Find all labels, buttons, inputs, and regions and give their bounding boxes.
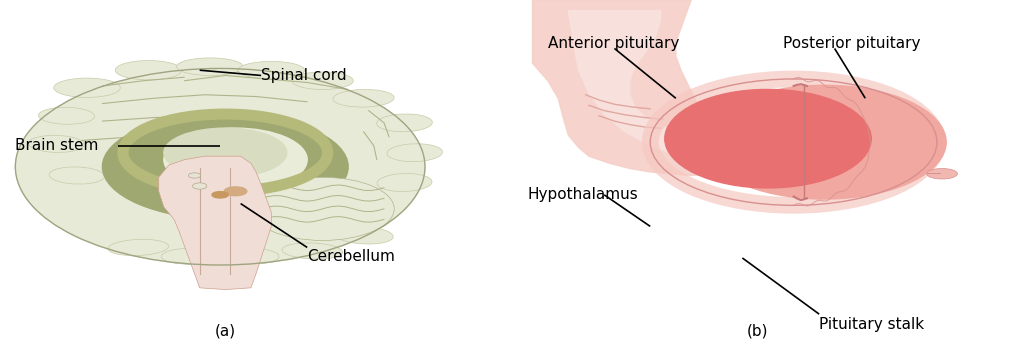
Text: Pituitary stalk: Pituitary stalk	[819, 317, 925, 332]
Polygon shape	[698, 114, 780, 141]
Polygon shape	[568, 11, 735, 156]
Ellipse shape	[108, 239, 169, 256]
Ellipse shape	[238, 61, 305, 79]
Ellipse shape	[39, 107, 94, 124]
Text: Anterior pituitary: Anterior pituitary	[548, 37, 679, 51]
Text: Cerebellum: Cerebellum	[307, 249, 395, 264]
Ellipse shape	[292, 72, 353, 90]
Text: (b): (b)	[748, 324, 768, 339]
Ellipse shape	[334, 226, 393, 244]
Ellipse shape	[188, 173, 201, 178]
Ellipse shape	[193, 183, 207, 189]
Ellipse shape	[29, 135, 84, 152]
Ellipse shape	[224, 187, 247, 196]
Polygon shape	[159, 156, 271, 290]
Ellipse shape	[176, 58, 244, 75]
Polygon shape	[690, 121, 739, 144]
Circle shape	[927, 168, 957, 179]
Text: Posterior pituitary: Posterior pituitary	[783, 37, 921, 51]
Text: (a): (a)	[215, 324, 236, 339]
Ellipse shape	[377, 173, 432, 192]
Ellipse shape	[54, 78, 121, 97]
Ellipse shape	[102, 114, 348, 219]
Ellipse shape	[164, 128, 287, 177]
Text: Brain stem: Brain stem	[15, 138, 98, 153]
Ellipse shape	[251, 177, 394, 240]
Ellipse shape	[333, 90, 394, 107]
Text: Hypothalamus: Hypothalamus	[527, 187, 638, 202]
Ellipse shape	[15, 68, 425, 265]
Ellipse shape	[162, 248, 217, 264]
Ellipse shape	[282, 243, 343, 259]
Ellipse shape	[212, 192, 228, 198]
Ellipse shape	[164, 128, 307, 191]
Ellipse shape	[665, 90, 871, 188]
Ellipse shape	[115, 60, 182, 80]
Polygon shape	[532, 0, 753, 176]
Ellipse shape	[377, 114, 432, 132]
Ellipse shape	[387, 144, 442, 161]
Ellipse shape	[49, 167, 104, 184]
Text: Spinal cord: Spinal cord	[261, 68, 347, 83]
Ellipse shape	[702, 85, 946, 199]
Ellipse shape	[223, 248, 279, 264]
